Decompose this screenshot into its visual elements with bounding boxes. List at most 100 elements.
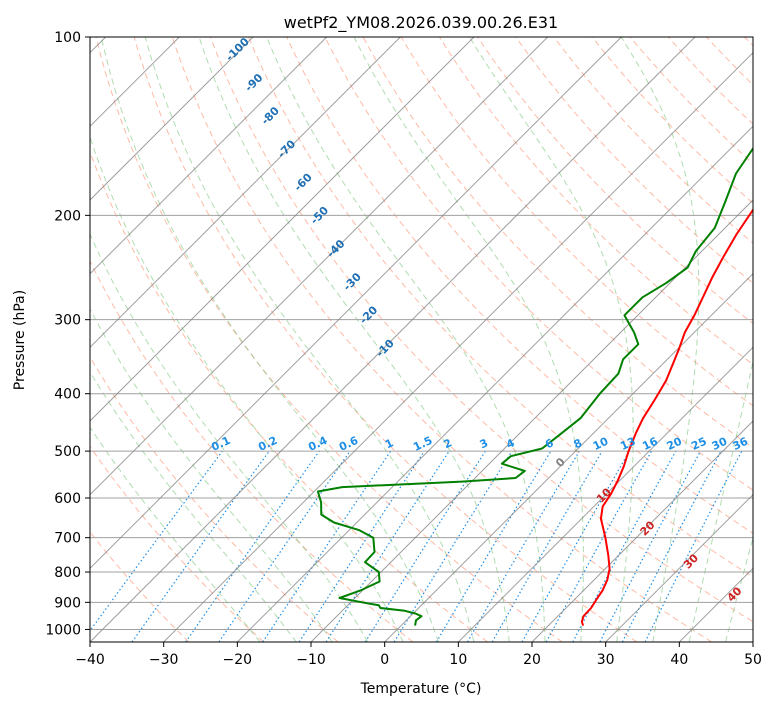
dry-adiabat-line	[248, 37, 753, 578]
mixing-ratio-line	[218, 450, 351, 642]
isotherm-line	[90, 37, 622, 570]
isotherm-line	[90, 37, 696, 642]
isotherm-line	[457, 346, 753, 642]
moist-adiabat-label: 30	[681, 551, 701, 571]
moist-adiabat-line	[688, 358, 753, 642]
moist-adiabat-line	[469, 37, 634, 642]
moist-adiabat-line	[144, 37, 475, 642]
x-tick-label: −10	[296, 652, 326, 668]
mixing-ratio-line	[90, 450, 223, 632]
mixing-ratio-line	[545, 450, 653, 642]
mixing-ratio-label: 3	[478, 436, 490, 451]
dry-adiabat-line	[286, 37, 753, 534]
chart-title: wetPf2_YM08.2026.039.00.26.E31	[284, 13, 558, 33]
isotherm-line	[752, 641, 753, 642]
isotherm-line	[384, 272, 753, 642]
dry-adiabat-label: -60	[292, 170, 315, 193]
y-tick-label: 900	[54, 595, 81, 611]
isotherm-line	[236, 125, 753, 642]
x-tick-label: 40	[670, 652, 688, 668]
dry-adiabat-line	[667, 37, 753, 125]
x-tick-label: 10	[449, 652, 467, 668]
mixing-ratio-label: 13	[618, 435, 637, 453]
dry-adiabat-label: -10	[374, 336, 397, 359]
moist-adiabat-line	[353, 37, 584, 642]
isotherm-line	[90, 37, 401, 349]
mixing-ratio-label: 16	[640, 435, 660, 453]
moist-adiabat-label: 40	[725, 584, 745, 604]
mixing-ratio-label: 36	[731, 435, 751, 453]
mixing-ratio-label: 30	[710, 435, 730, 453]
isotherm-line	[90, 37, 549, 496]
dry-adiabat-line	[90, 356, 339, 642]
mixing-ratio-line	[131, 450, 270, 642]
dry-adiabat-line	[90, 445, 264, 642]
axes: −40 −30 −20 −10 0 10 20 30 40 50 100 200 300 400 500 60…	[45, 30, 762, 668]
diagram-grid	[90, 37, 753, 642]
isotherm-line	[163, 51, 753, 642]
y-tick-label: 300	[54, 313, 81, 329]
x-tick-label: −40	[75, 652, 105, 668]
isotherm-line	[531, 420, 753, 642]
dry-adiabat-line	[90, 259, 414, 642]
moist-adiabat-label: 10	[594, 485, 614, 505]
x-tick-label: 50	[744, 652, 762, 668]
dry-adiabat-label: -100	[223, 35, 252, 64]
dry-adiabat-label: -20	[357, 303, 380, 326]
dry-adiabat-label: -90	[242, 71, 265, 94]
moist-adiabat-line	[725, 536, 753, 642]
dry-adiabat-line	[171, 37, 712, 642]
mixing-ratio-label: 25	[689, 435, 708, 453]
mixing-ratio-line	[521, 450, 631, 642]
dry-adiabat-line	[90, 531, 190, 642]
dry-adiabat-line	[133, 37, 638, 642]
mixing-ratio-line	[599, 450, 702, 642]
mixing-ratio-line	[262, 450, 392, 642]
y-tick-label: 500	[54, 444, 81, 460]
moist-adiabat-line	[100, 37, 439, 642]
moist-adiabat-line	[90, 135, 404, 642]
moist-adiabat-line	[620, 37, 700, 642]
x-tick-label: 0	[380, 652, 389, 668]
moist-adiabat-label: 20	[638, 518, 658, 538]
y-tick-label: 400	[54, 387, 81, 403]
mixing-ratio-line	[325, 450, 450, 642]
isotherm-line	[90, 37, 328, 275]
moist-adiabat-line	[266, 37, 546, 642]
moist-adiabat-line	[90, 308, 333, 642]
y-axis-label: Pressure (hPa)	[12, 290, 28, 390]
dry-adiabat-line	[210, 37, 753, 623]
dry-adiabat-line	[515, 37, 753, 284]
mixing-ratio-line	[644, 450, 743, 642]
dry-adiabat-line	[706, 37, 753, 86]
moist-adiabat-line	[90, 426, 261, 642]
mixing-ratio-label: 2	[442, 436, 454, 451]
y-tick-label: 700	[54, 531, 81, 547]
x-tick-label: −30	[149, 652, 179, 668]
sounding-series	[316, 146, 753, 626]
isotherm-line	[90, 37, 475, 422]
y-tick-label: 600	[54, 491, 81, 507]
dry-adiabat-line	[591, 37, 753, 204]
moist-adiabat-line	[198, 37, 510, 642]
dry-adiabat-line	[324, 37, 753, 491]
x-tick-label: 30	[597, 652, 615, 668]
plot-frame	[89, 36, 754, 643]
y-tick-label: 100	[54, 30, 81, 46]
mixing-ratio-line	[393, 450, 513, 642]
temperature-profile-line	[580, 207, 753, 626]
moist-adiabat-line	[90, 232, 369, 642]
y-tick-label: 1000	[45, 622, 81, 638]
dry-adiabat-label: -50	[308, 204, 331, 227]
y-tick-label: 200	[54, 208, 81, 224]
dry-adiabat-label: -30	[341, 270, 364, 293]
dewpoint-profile-line	[316, 146, 753, 626]
x-tick-label: −20	[223, 652, 253, 668]
dry-adiabat-line	[553, 37, 753, 244]
dry-adiabat-line	[95, 37, 563, 642]
x-axis-label: Temperature (°C)	[360, 681, 482, 697]
mixing-ratio-line	[572, 450, 677, 642]
isotherm-line	[310, 199, 753, 642]
dry-adiabat-label: -70	[275, 137, 298, 160]
